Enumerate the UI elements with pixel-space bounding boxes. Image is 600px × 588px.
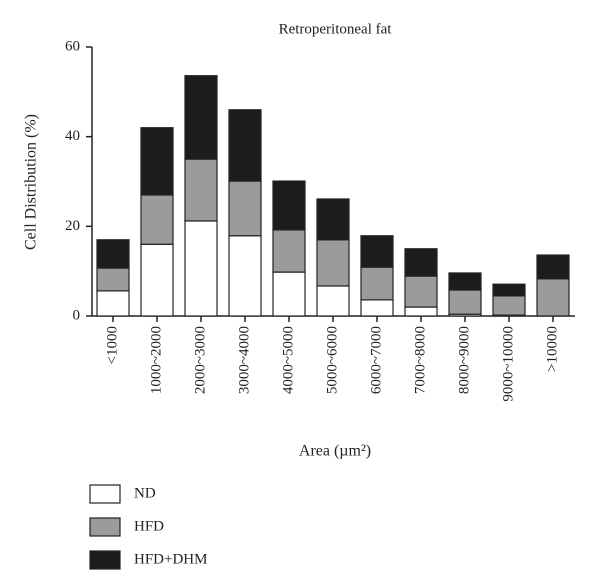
bar-segment [184, 158, 218, 222]
x-tick-label: 7000~8000 [412, 326, 428, 394]
bar-segment [96, 239, 130, 269]
legend-swatch [89, 550, 121, 570]
bar-segment [404, 275, 438, 308]
bar-segment [96, 290, 130, 317]
bar-segment [228, 235, 262, 317]
bar-segment [492, 295, 526, 316]
x-tick-label: 1000~2000 [148, 326, 164, 394]
y-tick-label: 40 [65, 128, 80, 144]
x-tick-label: 3000~4000 [236, 326, 252, 394]
x-tick-label: <1000 [104, 326, 120, 364]
bar-segment [360, 299, 394, 317]
x-tick-label: 8000~9000 [456, 326, 472, 394]
chart-title: Retroperitoneal fat [279, 21, 393, 37]
bar-segment [448, 272, 482, 291]
bar-segment [96, 267, 130, 292]
bar-segment [272, 229, 306, 273]
bar-segment [492, 283, 526, 297]
legend-label: ND [134, 485, 156, 501]
bar-segment [228, 180, 262, 237]
x-tick-label: 6000~7000 [368, 326, 384, 394]
bar-segment [272, 271, 306, 317]
x-tick-label: 2000~3000 [192, 326, 208, 394]
bar-segment [228, 109, 262, 182]
bar-segment [140, 127, 174, 196]
bar-segment [448, 289, 482, 315]
legend-swatch [89, 517, 121, 537]
bar-segment [404, 248, 438, 277]
bar-segment [184, 75, 218, 160]
bar-segment [360, 235, 394, 268]
y-tick-label: 0 [73, 307, 81, 323]
bar-segment [140, 194, 174, 245]
bar-segment [316, 239, 350, 287]
bar-segment [360, 266, 394, 301]
y-tick-label: 60 [65, 38, 80, 54]
bar-segment [536, 278, 570, 317]
x-tick-label: >10000 [544, 326, 560, 372]
bar-segment [184, 220, 218, 317]
bar-segment [272, 180, 306, 231]
legend-label: HFD [134, 518, 164, 534]
bar-segment [404, 306, 438, 317]
x-axis-label: Area (µm²) [299, 443, 371, 460]
bar-segment [140, 243, 174, 317]
bar-segment [316, 198, 350, 241]
bar-segment [316, 285, 350, 317]
legend-label: HFD+DHM [134, 551, 207, 567]
legend-swatch [89, 484, 121, 504]
y-tick-label: 20 [65, 218, 80, 234]
y-axis-label: Cell Distribution (%) [23, 114, 40, 250]
x-tick-label: 9000~10000 [500, 326, 516, 402]
bar-segment [536, 254, 570, 280]
x-tick-label: 4000~5000 [280, 326, 296, 394]
x-tick-label: 5000~6000 [324, 326, 340, 394]
